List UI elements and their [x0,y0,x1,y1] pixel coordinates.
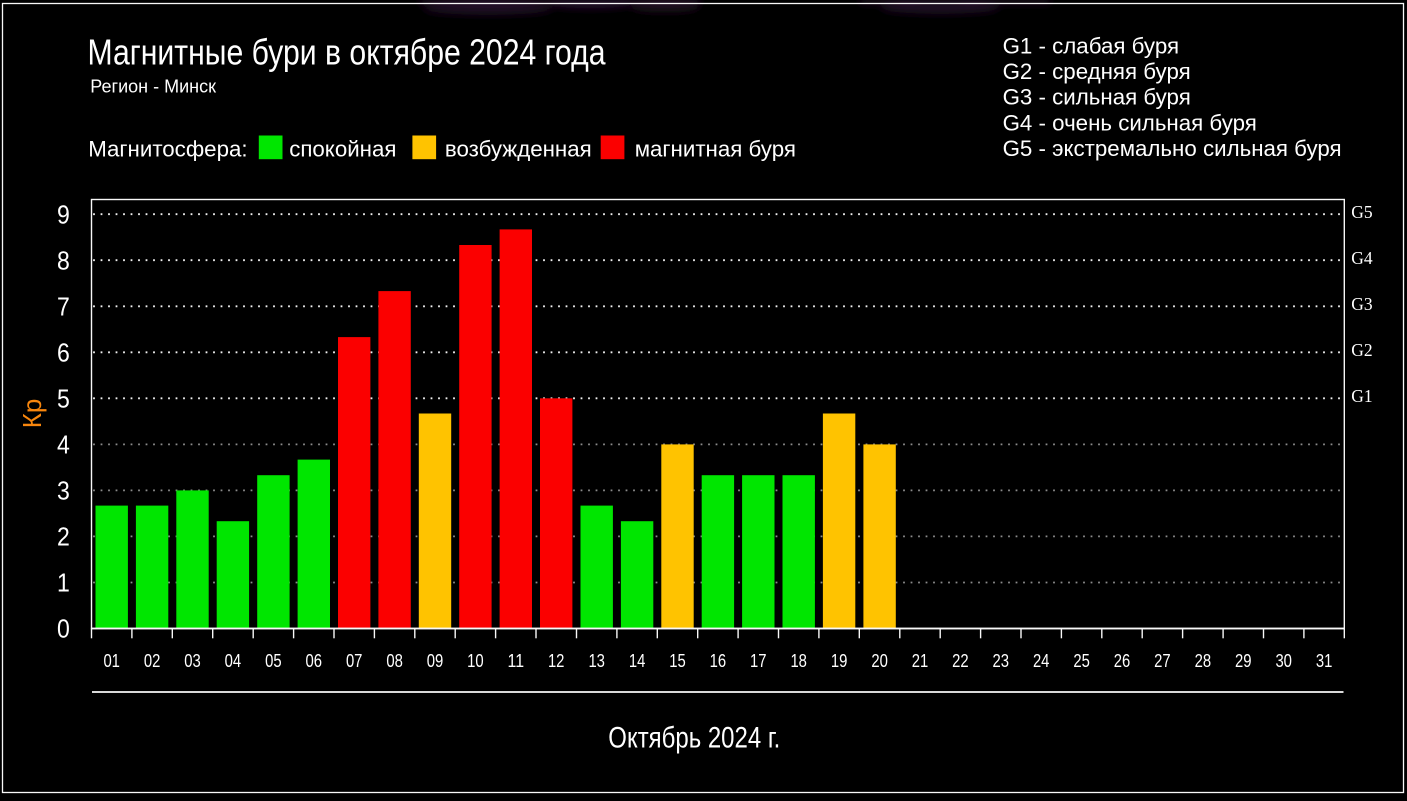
svg-text:21: 21 [912,651,929,671]
svg-text:G2 - средняя буря: G2 - средняя буря [1003,59,1191,84]
svg-text:6: 6 [57,339,70,367]
svg-text:04: 04 [225,651,242,671]
svg-text:G3 - сильная буря: G3 - сильная буря [1003,85,1191,110]
svg-text:09: 09 [427,651,444,671]
svg-text:10: 10 [467,651,484,671]
svg-text:22: 22 [952,651,969,671]
svg-text:магнитная буря: магнитная буря [635,137,796,162]
svg-text:30: 30 [1275,651,1292,671]
svg-text:G4: G4 [1351,248,1373,268]
svg-text:0: 0 [57,616,70,644]
svg-text:G1 - слабая буря: G1 - слабая буря [1003,34,1179,59]
svg-text:7: 7 [57,293,70,321]
svg-text:29: 29 [1235,651,1252,671]
svg-text:31: 31 [1316,651,1333,671]
svg-text:9: 9 [57,201,70,229]
svg-text:Магнитосфера:: Магнитосфера: [88,137,247,162]
svg-text:18: 18 [790,651,807,671]
svg-text:1: 1 [57,570,70,598]
svg-text:Октябрь 2024 г.: Октябрь 2024 г. [608,721,780,754]
svg-text:G3: G3 [1351,294,1373,314]
svg-text:26: 26 [1114,651,1131,671]
svg-text:5: 5 [57,385,70,413]
svg-text:14: 14 [629,651,646,671]
svg-text:3: 3 [57,478,70,506]
svg-text:05: 05 [265,651,282,671]
svg-text:25: 25 [1073,651,1090,671]
svg-text:возбужденная: возбужденная [445,137,592,162]
svg-text:23: 23 [993,651,1010,671]
svg-text:07: 07 [346,651,363,671]
svg-text:20: 20 [871,651,888,671]
svg-text:8: 8 [57,247,70,275]
svg-text:08: 08 [386,651,403,671]
svg-text:28: 28 [1195,651,1212,671]
svg-text:24: 24 [1033,651,1050,671]
svg-text:Кр: Кр [17,399,47,429]
svg-text:19: 19 [831,651,848,671]
svg-text:17: 17 [750,651,767,671]
svg-text:11: 11 [508,651,525,671]
svg-text:02: 02 [144,651,161,671]
svg-text:06: 06 [306,651,323,671]
svg-text:Магнитные бури в октябре 2024: Магнитные бури в октябре 2024 года [88,32,607,73]
svg-text:13: 13 [588,651,605,671]
svg-text:G5: G5 [1351,202,1373,222]
svg-text:G4 - очень сильная буря: G4 - очень сильная буря [1003,110,1257,135]
svg-text:01: 01 [103,651,120,671]
svg-text:4: 4 [57,432,70,460]
svg-text:03: 03 [184,651,201,671]
svg-text:27: 27 [1154,651,1171,671]
svg-text:16: 16 [710,651,727,671]
svg-text:G2: G2 [1351,340,1372,360]
svg-text:G5 - экстремально сильная буря: G5 - экстремально сильная буря [1003,136,1342,161]
svg-text:Регион - Минск: Регион - Минск [90,76,216,96]
svg-text:12: 12 [548,651,565,671]
svg-text:2: 2 [57,524,70,552]
svg-text:G1: G1 [1351,386,1372,406]
svg-text:спокойная: спокойная [289,137,396,162]
svg-text:15: 15 [669,651,686,671]
